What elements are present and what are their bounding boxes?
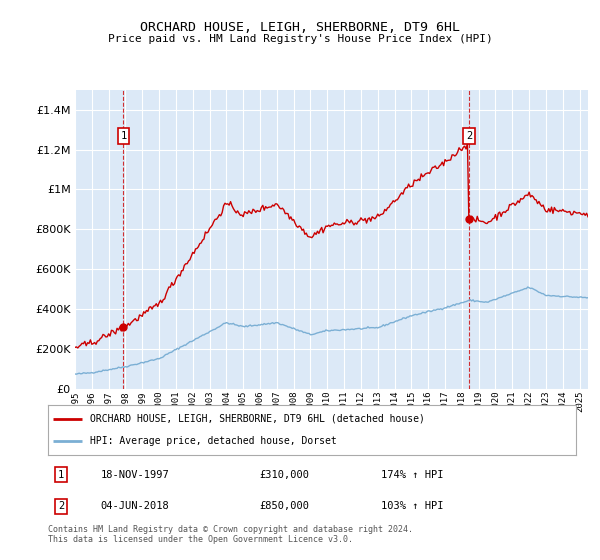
Text: 2: 2 — [58, 501, 64, 511]
Text: 174% ↑ HPI: 174% ↑ HPI — [380, 470, 443, 480]
Text: 103% ↑ HPI: 103% ↑ HPI — [380, 501, 443, 511]
Text: ORCHARD HOUSE, LEIGH, SHERBORNE, DT9 6HL (detached house): ORCHARD HOUSE, LEIGH, SHERBORNE, DT9 6HL… — [90, 414, 425, 424]
Text: 1: 1 — [121, 131, 127, 141]
Text: Price paid vs. HM Land Registry's House Price Index (HPI): Price paid vs. HM Land Registry's House … — [107, 34, 493, 44]
Text: £850,000: £850,000 — [259, 501, 309, 511]
Text: HPI: Average price, detached house, Dorset: HPI: Average price, detached house, Dors… — [90, 436, 337, 446]
Text: Contains HM Land Registry data © Crown copyright and database right 2024.
This d: Contains HM Land Registry data © Crown c… — [48, 525, 413, 544]
Text: ORCHARD HOUSE, LEIGH, SHERBORNE, DT9 6HL: ORCHARD HOUSE, LEIGH, SHERBORNE, DT9 6HL — [140, 21, 460, 34]
Text: 18-NOV-1997: 18-NOV-1997 — [101, 470, 170, 480]
Text: 2: 2 — [466, 131, 472, 141]
Text: 1: 1 — [58, 470, 64, 480]
Text: 04-JUN-2018: 04-JUN-2018 — [101, 501, 170, 511]
Text: £310,000: £310,000 — [259, 470, 309, 480]
